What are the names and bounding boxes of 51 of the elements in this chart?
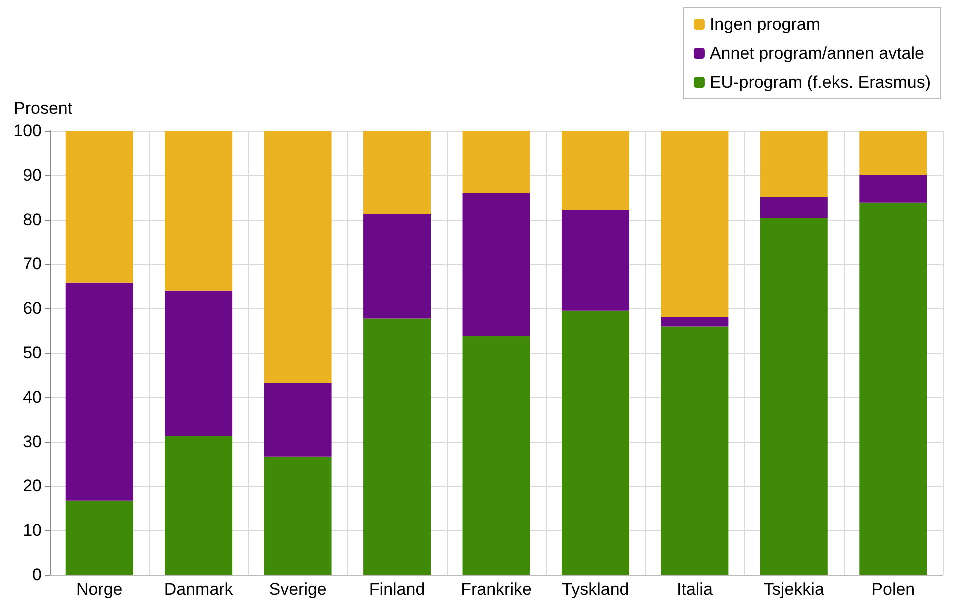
y-tick-label: 40 xyxy=(23,388,42,407)
bar xyxy=(462,336,530,575)
bar xyxy=(66,500,134,575)
bar xyxy=(264,131,332,384)
y-tick-label: 20 xyxy=(23,476,42,496)
x-tick-label: Norge xyxy=(76,580,123,599)
y-tick-label: 10 xyxy=(23,521,42,540)
bar xyxy=(462,193,530,336)
bar xyxy=(462,131,530,194)
y-tick-label: 60 xyxy=(23,299,42,318)
bar xyxy=(661,317,729,327)
y-tick-label: 50 xyxy=(23,344,42,362)
y-tick-label: 100 xyxy=(14,122,42,140)
x-tick-label: Danmark xyxy=(164,580,234,599)
y-tick-label: 90 xyxy=(23,166,42,185)
bar xyxy=(562,131,630,210)
bar xyxy=(364,131,432,214)
legend-label: Annet program/annen avtale xyxy=(710,44,925,63)
bar xyxy=(562,310,630,575)
bar xyxy=(364,318,432,575)
bar xyxy=(661,326,729,575)
bar xyxy=(165,290,233,436)
x-tick-label: Polen xyxy=(872,580,916,599)
bar xyxy=(760,131,828,198)
x-tick-label: Tyskland xyxy=(562,580,630,599)
bar xyxy=(264,383,332,457)
bar xyxy=(860,174,928,203)
bar xyxy=(760,218,828,575)
y-tick-label: 80 xyxy=(23,210,42,230)
bar xyxy=(760,197,828,218)
bar xyxy=(66,131,134,283)
x-tick-label: Sverige xyxy=(269,580,327,599)
y-tick-label: 0 xyxy=(32,566,42,584)
bar xyxy=(364,214,432,319)
bar xyxy=(165,436,233,575)
y-axis-title: Prosent xyxy=(14,99,73,118)
bar xyxy=(860,202,928,575)
bar xyxy=(264,456,332,575)
x-tick-label: Tsjekkia xyxy=(764,580,825,599)
x-tick-label: Italia xyxy=(676,580,714,599)
legend-label: Ingen program xyxy=(710,15,821,34)
x-tick-label: Frankrike xyxy=(461,580,532,599)
bar xyxy=(661,131,729,318)
x-tick-label: Finland xyxy=(369,580,426,599)
bar xyxy=(165,131,233,291)
legend-label: EU-program (f.eks. Erasmus) xyxy=(710,73,932,92)
bar xyxy=(66,282,134,501)
y-tick-label: 70 xyxy=(23,254,42,274)
y-tick-label: 30 xyxy=(23,432,42,452)
bar xyxy=(860,131,928,175)
bar xyxy=(562,210,630,311)
